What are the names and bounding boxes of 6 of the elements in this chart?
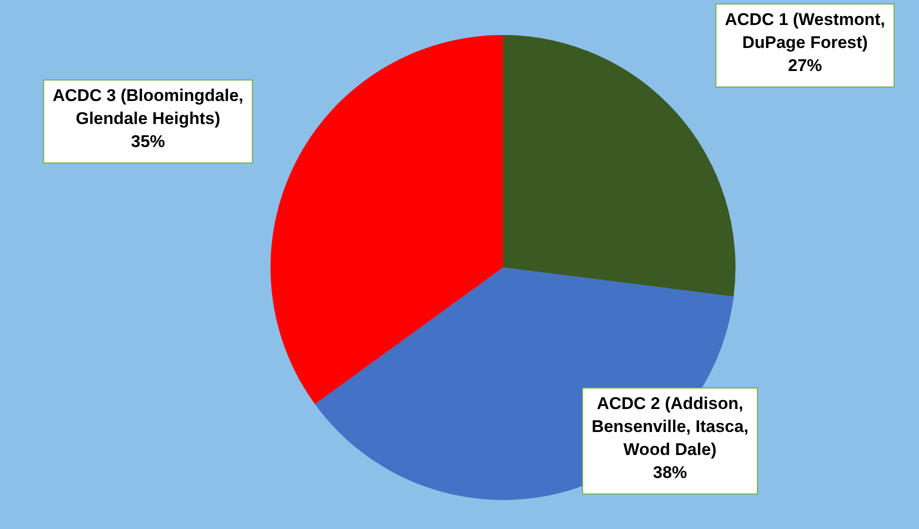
slice-label: ACDC 2 (Addison, Bensenville, Itasca, Wood Dale) — [592, 394, 748, 460]
slice-label: ACDC 1 (Westmont, DuPage Forest) — [724, 10, 886, 52]
data-label: 27% — [788, 56, 822, 76]
data-label: 35% — [130, 132, 166, 152]
data-label: 38% — [652, 463, 688, 482]
slice-label: ACDC 3 (Bloomingdale, Glendale Heights) — [52, 86, 244, 128]
